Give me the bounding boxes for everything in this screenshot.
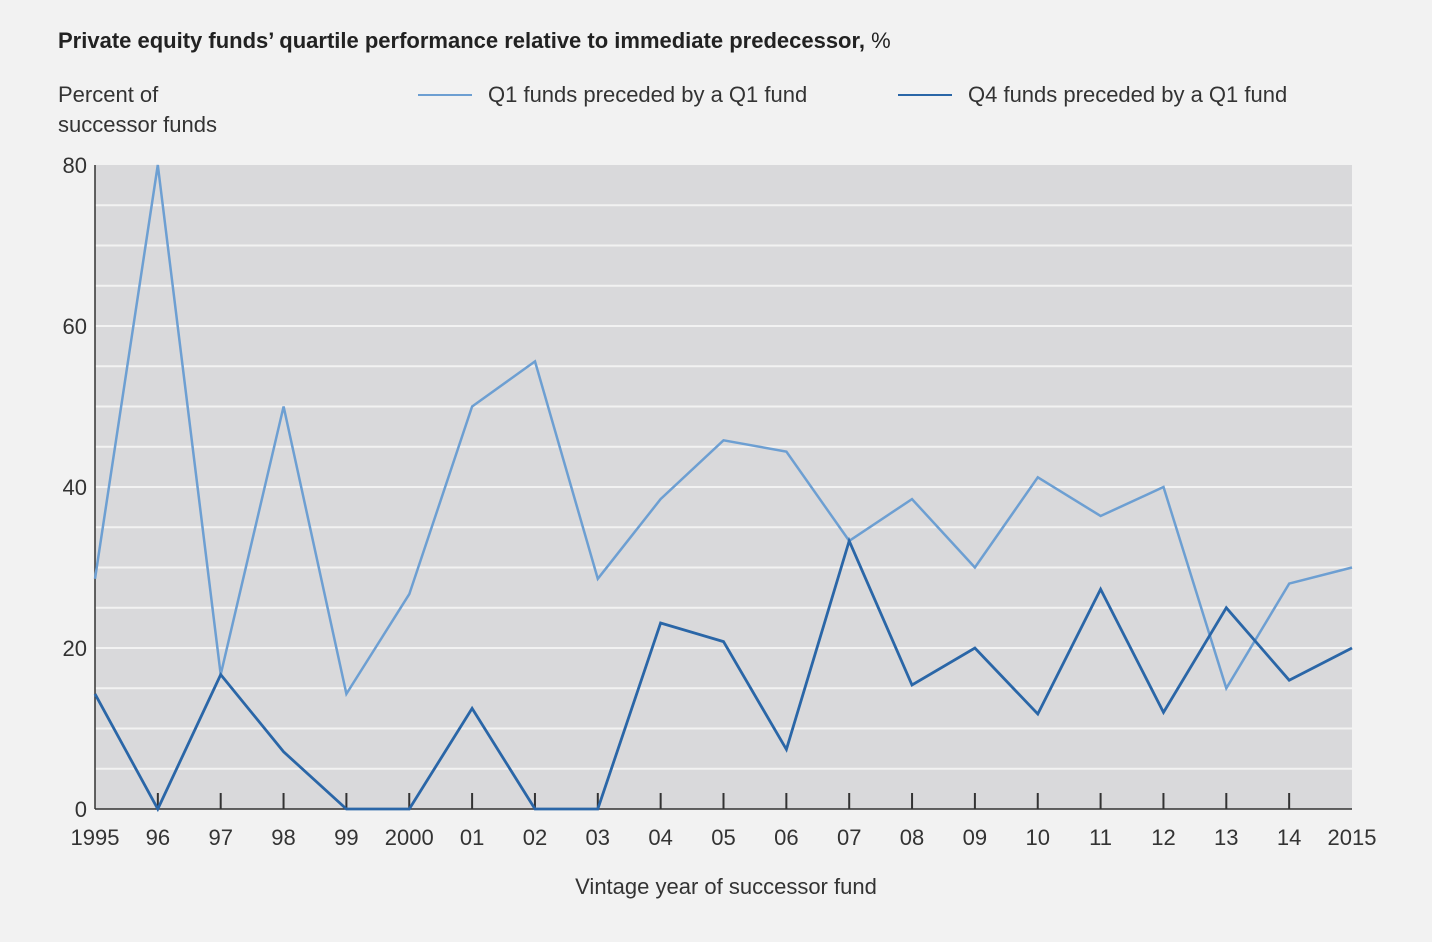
x-tick-label: 09	[963, 825, 987, 850]
x-tick-label: 07	[837, 825, 861, 850]
x-tick-label: 97	[208, 825, 232, 850]
legend-item-q1: Q1 funds preceded by a Q1 fund	[418, 80, 807, 110]
x-tick-label: 2000	[385, 825, 434, 850]
x-tick-label: 05	[711, 825, 735, 850]
chart-title-text: Private equity funds’ quartile performan…	[58, 28, 865, 53]
legend-swatch-q1	[418, 94, 472, 96]
legend-swatch-q4	[898, 94, 952, 96]
legend-label-q4: Q4 funds preceded by a Q1 fund	[968, 82, 1288, 107]
x-tick-label: 03	[586, 825, 610, 850]
y-tick-label: 0	[75, 797, 87, 822]
x-tick-label: 10	[1026, 825, 1050, 850]
x-tick-label: 2015	[1328, 825, 1377, 850]
y-tick-label: 20	[63, 636, 87, 661]
x-tick-label: 02	[523, 825, 547, 850]
y-tick-label: 60	[63, 314, 87, 339]
legend-item-q4: Q4 funds preceded by a Q1 fund	[898, 80, 1287, 110]
x-tick-label: 99	[334, 825, 358, 850]
x-tick-label: 1995	[71, 825, 120, 850]
series-line-q1	[93, 164, 1353, 698]
y-axis-label-line-1: Percent of	[58, 82, 159, 107]
x-tick-label: 14	[1277, 825, 1301, 850]
x-tick-label: 04	[648, 825, 672, 850]
chart-title-unit: %	[871, 28, 891, 53]
chart-title: Private equity funds’ quartile performan…	[58, 28, 891, 54]
x-tick-label: 06	[774, 825, 798, 850]
x-tick-label: 01	[460, 825, 484, 850]
y-axis-label: Percent of successor funds	[58, 80, 217, 140]
x-axis-label: Vintage year of successor fund	[575, 874, 877, 899]
x-tick-label: 13	[1214, 825, 1238, 850]
x-tick-label: 12	[1151, 825, 1175, 850]
x-tick-label: 96	[146, 825, 170, 850]
y-tick-label: 40	[63, 475, 87, 500]
legend-label-q1: Q1 funds preceded by a Q1 fund	[488, 82, 808, 107]
series-line-q4	[93, 536, 1353, 813]
y-tick-label: 80	[63, 153, 87, 178]
x-tick-label: 98	[271, 825, 295, 850]
x-tick-label: 08	[900, 825, 924, 850]
x-tick-label: 11	[1089, 825, 1112, 850]
y-axis-label-line-2: successor funds	[58, 112, 217, 137]
